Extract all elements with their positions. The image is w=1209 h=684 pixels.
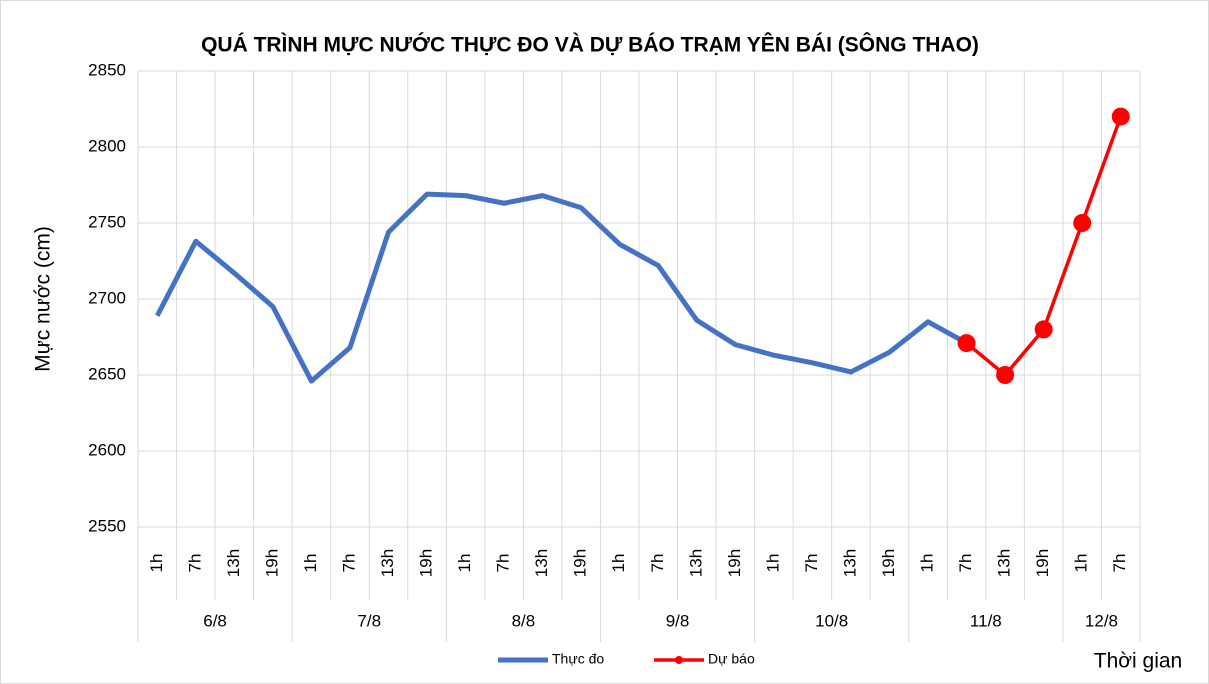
x-tick-label: 13h [224,549,243,577]
series-marker [957,334,976,353]
group-label: 11/8 [970,611,1002,630]
series-marker [1111,107,1130,126]
chart-title: QUÁ TRÌNH MỰC NƯỚC THỰC ĐO VÀ DỰ BÁO TRẠ… [201,33,979,57]
x-axis-label: Thời gian [1094,650,1182,673]
series-marker [1073,214,1092,232]
x-tick-label: 7h [339,554,358,573]
group-label: 10/8 [815,611,848,630]
x-tick-label: 7h [648,554,667,573]
y-tick-label: 2700 [88,288,126,307]
legend-label: Thực đo [552,651,604,667]
x-tick-label: 1h [918,554,937,573]
group-label: 9/8 [666,611,690,630]
x-tick-label: 7h [956,554,975,573]
x-tick-label: 19h [417,549,436,577]
y-tick-label: 2600 [88,440,126,459]
x-tick-label: 13h [686,549,705,577]
y-tick-label: 2750 [88,212,126,231]
legend-label: Dự báo [708,651,755,667]
x-tick-label: 7h [494,554,513,573]
series-line [155,191,968,384]
x-tick-label: 13h [532,549,551,577]
x-tick-label: 13h [378,549,397,577]
series-marker [996,366,1015,384]
x-tick-label: 13h [840,549,859,577]
x-tick-label: 19h [571,549,590,577]
x-tick-label: 1h [1072,554,1091,573]
x-tick-label: 19h [879,549,898,577]
x-tick-label: 7h [802,554,821,573]
x-tick-label: 19h [1033,549,1052,577]
group-label: 8/8 [512,611,536,630]
x-tick-label: 7h [1110,554,1129,573]
group-label: 7/8 [357,611,381,630]
x-tick-label: 1h [763,554,782,573]
legend-marker [675,656,683,664]
x-tick-label: 1h [301,554,320,573]
series-marker [1034,320,1053,339]
x-tick-label: 19h [725,549,744,577]
x-tick-label: 19h [262,549,281,577]
x-tick-label: 1h [609,554,628,573]
y-tick-label: 2850 [88,60,126,79]
x-tick-label: 1h [147,554,166,573]
y-tick-label: 2550 [88,516,126,535]
y-tick-label: 2650 [88,364,126,383]
group-label: 6/8 [203,611,227,630]
x-tick-label: 1h [455,554,474,573]
y-axis-label: Mực nước (cm) [32,226,55,372]
x-tick-label: 7h [185,554,204,573]
x-tick-label: 13h [995,549,1014,577]
group-label: 12/8 [1085,611,1118,630]
y-tick-label: 2800 [88,136,126,155]
